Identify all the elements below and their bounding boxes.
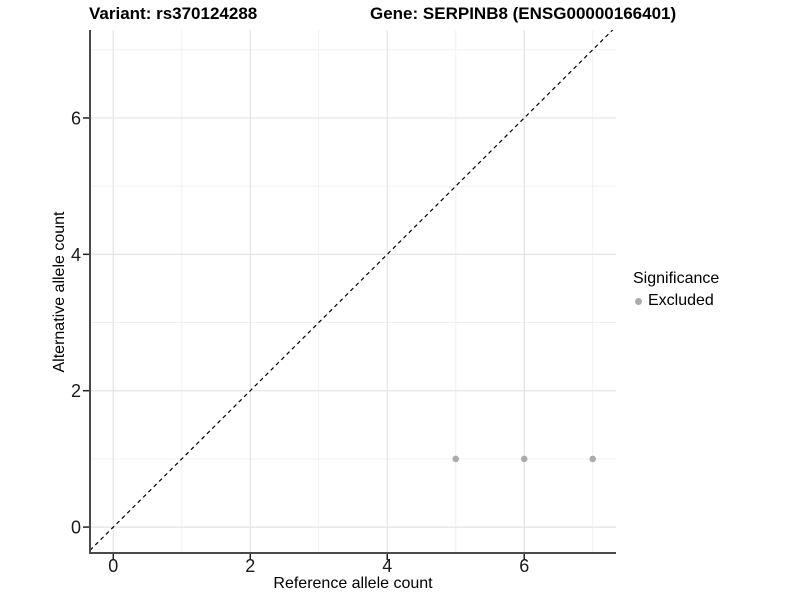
svg-text:4: 4 <box>71 245 81 265</box>
data-point <box>520 455 528 463</box>
svg-text:6: 6 <box>71 108 81 128</box>
legend-item-excluded: Excluded <box>633 292 719 310</box>
svg-text:6: 6 <box>519 556 529 576</box>
legend-point-icon <box>635 297 642 305</box>
plot-title-variant: Variant: rs370124288 <box>89 4 258 23</box>
svg-text:2: 2 <box>71 381 81 401</box>
data-point <box>589 455 597 463</box>
svg-text:0: 0 <box>71 518 81 538</box>
svg-text:4: 4 <box>382 556 392 576</box>
legend: Significance Excluded <box>633 270 719 310</box>
x-axis-label: Reference allele count <box>273 575 433 592</box>
svg-text:0: 0 <box>108 556 118 576</box>
plot-title-gene: Gene: SERPINB8 (ENSG00000166401) <box>370 4 677 23</box>
legend-title: Significance <box>633 270 720 287</box>
svg-text:2: 2 <box>245 556 255 576</box>
data-point <box>452 455 460 463</box>
legend-item-label: Excluded <box>648 292 714 309</box>
y-axis-label: Alternative allele count <box>51 211 68 373</box>
